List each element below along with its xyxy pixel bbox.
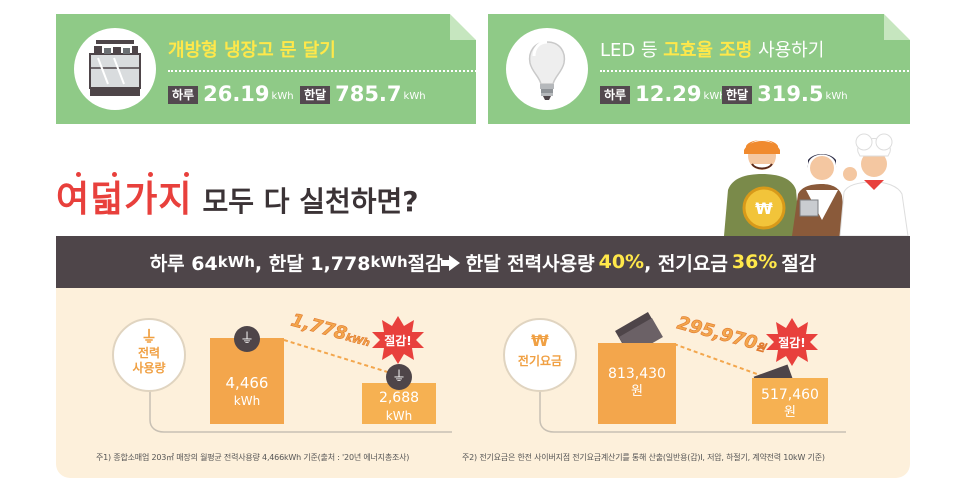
summary-text-4: 한달 전력사용량: [465, 252, 595, 275]
footnote-2: 주2) 전기요금은 한전 사이버지점 전기요금계산기를 통해 산출(일반용(갑)…: [462, 453, 825, 462]
emphasis-dot: [76, 172, 81, 177]
headline: 여덟가지 모두 다 실천하면?: [56, 170, 419, 222]
power-label-1: 전력: [137, 346, 161, 360]
power-before-unit: kWh: [233, 394, 261, 408]
daily-saving: 하루 12.29 kWh: [600, 82, 726, 106]
day-tag: 하루: [600, 86, 631, 104]
right-arrow-icon: [440, 255, 460, 271]
saving-burst: 절감!: [384, 334, 412, 348]
day-unit: kWh: [703, 91, 726, 102]
monthly-saving: 한달 319.5 kWh: [722, 82, 848, 106]
month-value: 319.5: [757, 82, 824, 106]
plug-icon: ⏚: [140, 327, 157, 346]
summary-unit-2: kWh: [370, 253, 408, 271]
refrigerator-icon: [74, 28, 156, 110]
emphasis-dot: [148, 172, 153, 177]
tip-card-refrigerator: 개방형 냉장고 문 달기 하루 26.19 kWh 한달 785.7 kWh: [56, 14, 496, 124]
power-after-unit: kWh: [385, 409, 413, 423]
month-unit: kWh: [825, 91, 848, 102]
headline-emphasis: 여덟가지: [56, 179, 193, 220]
month-value: 785.7: [335, 82, 402, 106]
month-unit: kWh: [403, 91, 426, 102]
month-tag: 한달: [300, 86, 331, 104]
tip-title: 개방형 냉장고 문 달기: [168, 40, 336, 61]
cost-before-unit: 원: [631, 384, 643, 399]
saving-burst: 절감!: [778, 336, 806, 350]
month-tag: 한달: [722, 86, 753, 104]
daily-saving: 하루 26.19 kWh: [168, 82, 294, 106]
svg-text:₩: ₩: [755, 199, 773, 218]
power-before-bar: 4,466 kWh: [210, 338, 284, 424]
summary-text-1: 하루 64: [149, 252, 218, 275]
power-usage-badge: ⏚ 전력 사용량: [112, 318, 186, 392]
tip-card-led: LED 등 고효율 조명 사용하기 하루 12.29 kWh 한달 319.5 …: [488, 14, 928, 124]
dotted-divider: [600, 67, 928, 75]
summary-unit-1: kWh: [217, 253, 255, 271]
summary-text-3: 절감: [407, 252, 443, 275]
shopkeepers-illustration: ₩: [722, 130, 912, 237]
cost-before-value: 813,430: [608, 366, 666, 382]
summary-text-5: , 전기요금: [644, 252, 728, 275]
page-fold: [884, 14, 910, 40]
plug-icon: ⏚: [386, 364, 412, 390]
page-fold: [450, 14, 476, 40]
footnote-1: 주1) 종합소매업 203㎡ 매장의 월평균 전력사용량 4,466kWh 기준…: [96, 453, 410, 462]
cost-after-bar: 517,460 원: [752, 378, 828, 424]
summary-text-6: 절감: [781, 252, 817, 275]
electricity-bill-badge: ₩ 전기요금: [503, 318, 577, 392]
plug-icon: ⏚: [234, 326, 260, 352]
power-percent: 40%: [598, 251, 645, 273]
cost-after-value: 517,460: [761, 387, 819, 403]
emphasis-dot: [184, 172, 189, 177]
cost-before-bar: 813,430 원: [598, 343, 676, 424]
day-unit: kWh: [271, 91, 294, 102]
won-icon: ₩: [531, 331, 549, 350]
cost-after-unit: 원: [784, 405, 796, 420]
summary-banner: 하루 64 kWh, 한달 1,778 kWh 절감 한달 전력사용량 40%, 전기…: [56, 236, 910, 288]
power-after-value: 2,688: [378, 390, 420, 406]
headline-question: 모두 다 실천하면?: [202, 185, 419, 218]
day-value: 26.19: [203, 82, 270, 106]
power-before-value: 4,466: [225, 374, 269, 392]
day-tag: 하루: [168, 86, 199, 104]
light-bulb-icon: [506, 28, 588, 110]
day-value: 12.29: [635, 82, 702, 106]
tip-title: LED 등 고효율 조명 사용하기: [600, 40, 825, 61]
cost-label: 전기요금: [517, 354, 563, 368]
power-label-2: 사용량: [132, 361, 166, 375]
cost-percent: 36%: [731, 251, 778, 273]
emphasis-dot: [112, 172, 117, 177]
summary-text-2: , 한달 1,778: [254, 252, 371, 275]
monthly-saving: 한달 785.7 kWh: [300, 82, 426, 106]
